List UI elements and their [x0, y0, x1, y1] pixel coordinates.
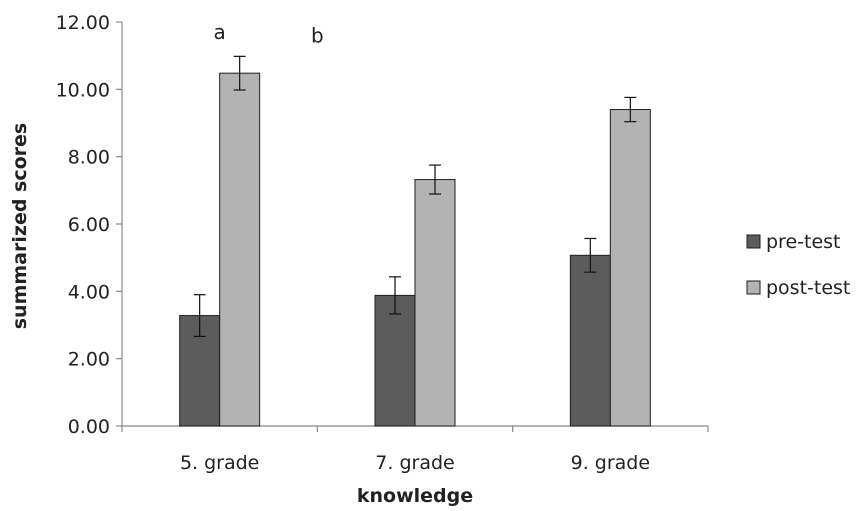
bar-post-test [414, 179, 456, 427]
y-tick-label: 6.00 [68, 214, 110, 236]
y-tick-label: 8.00 [68, 147, 110, 169]
x-tick-label: 7. grade [375, 452, 454, 474]
bars [179, 72, 651, 427]
y-tick-label: 4.00 [68, 281, 110, 303]
error-bars [193, 55, 637, 338]
x-tick-label: 9. grade [571, 452, 650, 474]
bar-pre-test [569, 254, 611, 427]
y-tick-label: 10.00 [56, 79, 110, 101]
x-axis-title: knowledge [357, 485, 473, 507]
y-axis-title: summarized scores [9, 123, 31, 330]
y-axis: 0.00 2.00 4.00 6.00 8.00 10.00 12.00 [56, 12, 123, 438]
bar-post-test [609, 109, 651, 427]
y-tick-label: 0.00 [68, 416, 110, 438]
x-axis: 5. grade 7. grade 9. grade [121, 425, 709, 474]
legend-swatch-pre-test [746, 234, 761, 249]
bar-post-test [219, 72, 261, 427]
bar-pre-test [374, 294, 416, 427]
legend-label: post-test [766, 277, 850, 299]
x-tick-label: 5. grade [180, 452, 259, 474]
y-tick-label: 2.00 [68, 349, 110, 371]
y-tick-label: 12.00 [56, 12, 110, 34]
legend-swatch-post-test [746, 280, 761, 295]
legend-label: pre-test [766, 231, 841, 253]
annotation-label: b [311, 23, 324, 47]
legend: pre-test post-test [746, 231, 850, 299]
annotation-label: a [214, 20, 226, 44]
